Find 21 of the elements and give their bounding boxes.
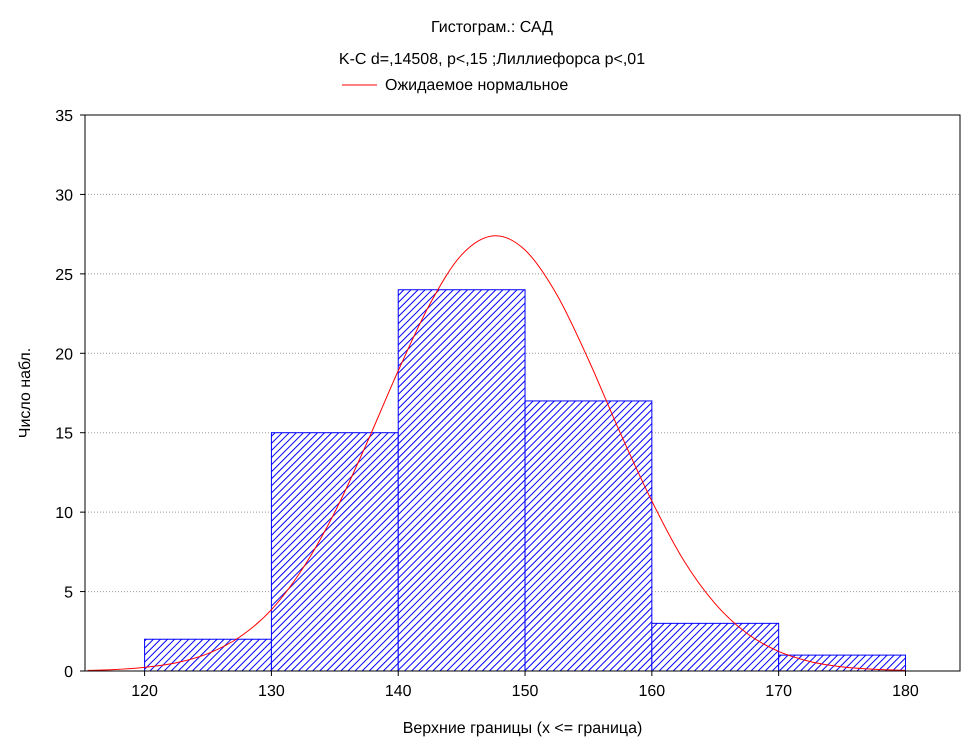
y-tick-label: 5 <box>64 584 74 602</box>
x-axis-title: Верхние границы (x <= граница) <box>402 720 642 737</box>
y-tick-label: 0 <box>64 664 74 681</box>
y-axis-title: Число набл. <box>17 348 34 438</box>
chart-subtitle: K-C d=,14508, p<,15 ;Лиллиефорса p<,01 <box>338 51 646 68</box>
x-tick-label: 140 <box>384 683 412 700</box>
y-tick-label: 30 <box>55 187 74 204</box>
y-tick-label: 25 <box>55 266 74 284</box>
line-series <box>87 235 906 671</box>
y-tick-label: 15 <box>55 426 74 443</box>
x-tick-label: 150 <box>512 683 538 700</box>
y-tick-label: 35 <box>55 108 74 125</box>
x-tick-label: 180 <box>892 683 919 700</box>
chart-title: Гистограм.: САД <box>431 19 554 36</box>
legend-label: Ожидаемое нормальное <box>385 77 568 94</box>
x-tick-label: 130 <box>258 683 285 700</box>
y-tick-label: 10 <box>55 505 74 522</box>
x-tick-label: 170 <box>765 683 792 700</box>
x-tick-label: 160 <box>638 683 666 700</box>
y-tick-label: 20 <box>55 346 74 364</box>
x-tick-label: 120 <box>131 683 158 700</box>
